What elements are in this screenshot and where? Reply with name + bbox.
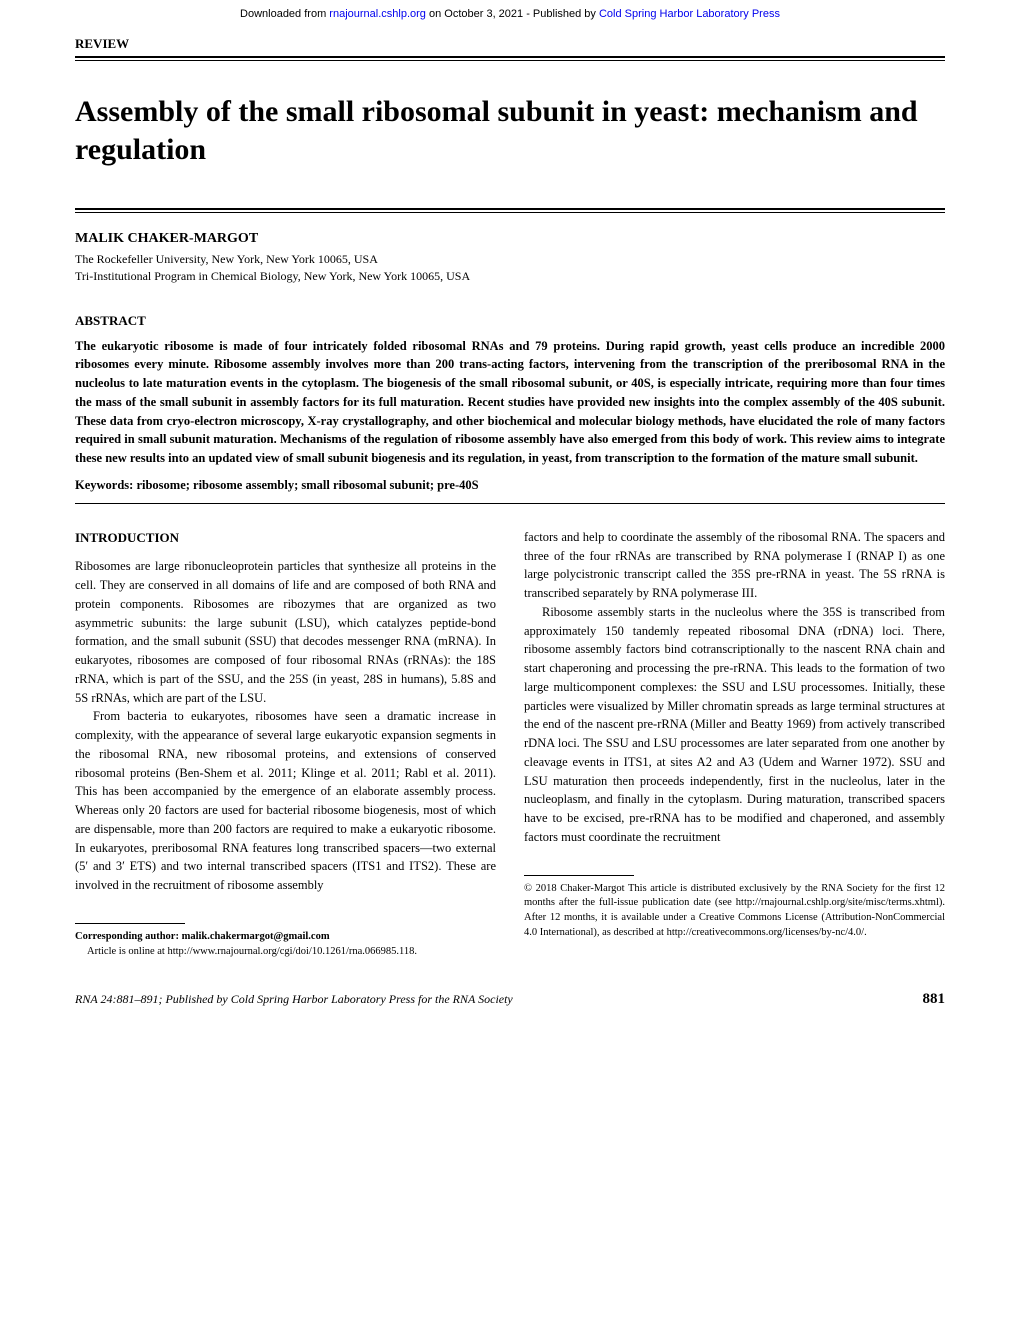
col2-para-2: Ribosome assembly starts in the nucleolu…	[524, 603, 945, 847]
keywords: Keywords: ribosome; ribosome assembly; s…	[75, 478, 945, 493]
col2-para-1: factors and help to coordinate the assem…	[524, 528, 945, 603]
banner-prefix: Downloaded from	[240, 8, 329, 20]
banner-link-journal[interactable]: rnajournal.cshlp.org	[329, 8, 426, 20]
affiliation-1: The Rockefeller University, New York, Ne…	[75, 251, 945, 268]
column-right: factors and help to coordinate the assem…	[524, 528, 945, 959]
body-columns: INTRODUCTION Ribosomes are large ribonuc…	[75, 528, 945, 959]
abstract-text: The eukaryotic ribosome is made of four …	[75, 337, 945, 468]
copyright-rule	[524, 875, 634, 876]
col1-para-1: Ribosomes are large ribonucleoprotein pa…	[75, 557, 496, 707]
footnote-corr-label: Corresponding author:	[75, 931, 182, 942]
rule-top	[75, 60, 945, 61]
banner-link-publisher[interactable]: Cold Spring Harbor Laboratory Press	[599, 8, 780, 20]
rule-after-keywords	[75, 503, 945, 504]
footer-citation: RNA 24:881–891; Published by Cold Spring…	[75, 992, 513, 1007]
keywords-text: ribosome; ribosome assembly; small ribos…	[136, 478, 478, 492]
author-name: MALIK CHAKER-MARGOT	[75, 231, 945, 247]
col1-para-2: From bacteria to eukaryotes, ribosomes h…	[75, 707, 496, 895]
column-left: INTRODUCTION Ribosomes are large ribonuc…	[75, 528, 496, 959]
page-content: REVIEW Assembly of the small ribosomal s…	[0, 24, 1020, 959]
rule-title-bottom-thin	[75, 212, 945, 213]
page-footer: RNA 24:881–891; Published by Cold Spring…	[0, 959, 1020, 1028]
review-label: REVIEW	[75, 24, 945, 58]
affiliation-2: Tri-Institutional Program in Chemical Bi…	[75, 268, 945, 285]
affiliations: The Rockefeller University, New York, Ne…	[75, 251, 945, 285]
abstract-label: ABSTRACT	[75, 313, 945, 329]
footnote-corresponding: Corresponding author: malik.chakermargot…	[75, 930, 496, 945]
download-banner: Downloaded from rnajournal.cshlp.org on …	[0, 0, 1020, 24]
banner-middle: on October 3, 2021 - Published by	[426, 8, 599, 20]
footnote-article-link: Article is online at http://www.rnajourn…	[75, 945, 496, 960]
introduction-label: INTRODUCTION	[75, 528, 496, 548]
footnote-corr-email: malik.chakermargot@gmail.com	[182, 931, 330, 942]
rule-title-bottom-thick	[75, 208, 945, 210]
article-title: Assembly of the small ribosomal subunit …	[75, 93, 945, 168]
copyright-text: © 2018 Chaker-Margot This article is dis…	[524, 882, 945, 941]
footnote-rule	[75, 923, 185, 924]
keywords-label: Keywords:	[75, 478, 136, 492]
footer-page-number: 881	[923, 991, 946, 1008]
